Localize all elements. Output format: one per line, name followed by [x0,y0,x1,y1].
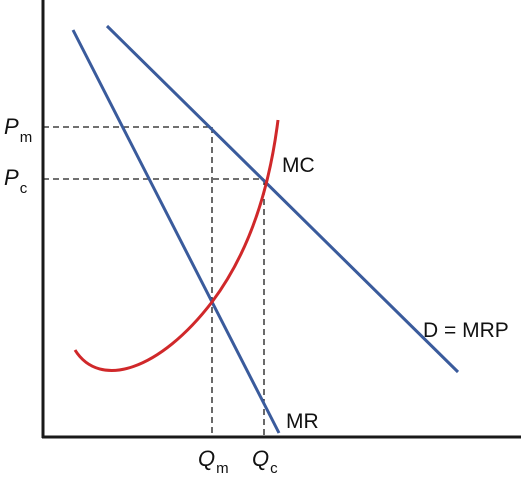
mc-label: MC [282,154,315,177]
mr-curve [71,29,281,434]
mr-label: MR [286,410,319,433]
mc-curve [73,119,280,372]
price-competitive-label: Pc [4,165,28,197]
quantity-monopsony-label: Qm [198,446,229,477]
demand-mrp-curve [105,24,460,374]
price-monopsony-label: Pm [4,114,32,146]
quantity-competitive-label: Qc [252,446,278,477]
demand-label: D = MRP [423,319,509,342]
